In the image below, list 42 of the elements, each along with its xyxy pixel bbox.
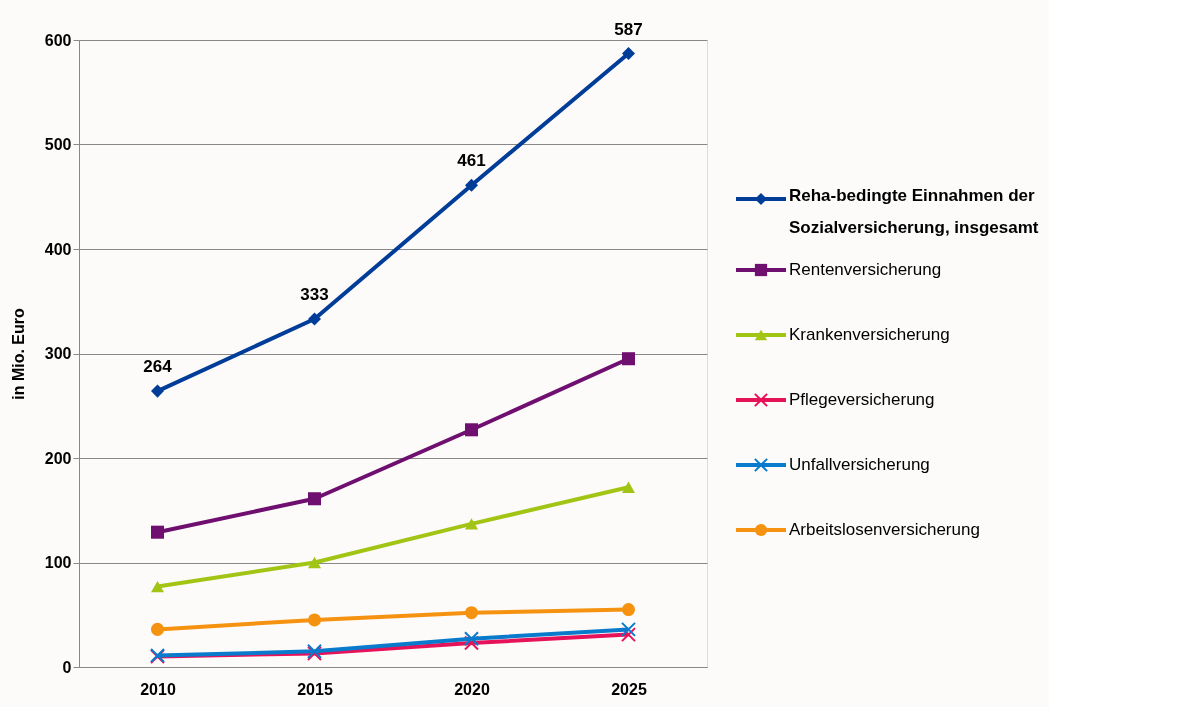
point: [307, 492, 322, 506]
y-tick-label: 600: [44, 31, 72, 49]
point: [620, 621, 637, 637]
point: [463, 635, 480, 651]
point: [620, 627, 637, 643]
point: [621, 47, 636, 61]
legend-label: Pflegeversicherung: [789, 390, 935, 409]
point: [621, 352, 636, 366]
point: [150, 525, 165, 539]
point: [621, 603, 636, 617]
y-tick-label: 100: [44, 554, 72, 571]
point: [621, 481, 636, 493]
point: [464, 423, 479, 437]
point: [307, 312, 322, 326]
x-tick-label: 2020: [454, 680, 490, 698]
y-tick-label: 400: [44, 240, 72, 258]
legend-label: Reha-bedingte Einnahmen der Sozialversicherung, insgesamt: [789, 186, 1039, 237]
y-tick-label: 0: [62, 658, 72, 676]
point: [307, 613, 322, 627]
legend-label: Arbeitslosenversicherung: [789, 520, 980, 539]
y-tick-label: 500: [44, 136, 72, 153]
x-tick-label: 2025: [611, 680, 647, 698]
legend-label: Rentenversicherung: [789, 260, 942, 279]
x-tick-label: 2015: [297, 680, 333, 698]
data-label: 333: [300, 285, 329, 305]
legend-label: Krankenversicherung: [789, 325, 950, 344]
y-axis-title: in Mio. Euro: [9, 308, 27, 400]
point: [464, 606, 479, 620]
point: [463, 631, 480, 647]
data-label: 587: [614, 19, 643, 39]
legend-label: Unfallversicherung: [789, 455, 930, 474]
point: [307, 556, 322, 569]
point: [150, 384, 165, 398]
data-label: 264: [143, 357, 173, 377]
point: [464, 178, 479, 192]
y-tick-label: 300: [44, 345, 72, 362]
data-label: 461: [457, 151, 486, 171]
point: [150, 580, 165, 593]
point: [464, 518, 479, 530]
y-tick-label: 200: [44, 449, 72, 467]
point: [150, 622, 165, 636]
x-tick-label: 2010: [140, 680, 176, 698]
